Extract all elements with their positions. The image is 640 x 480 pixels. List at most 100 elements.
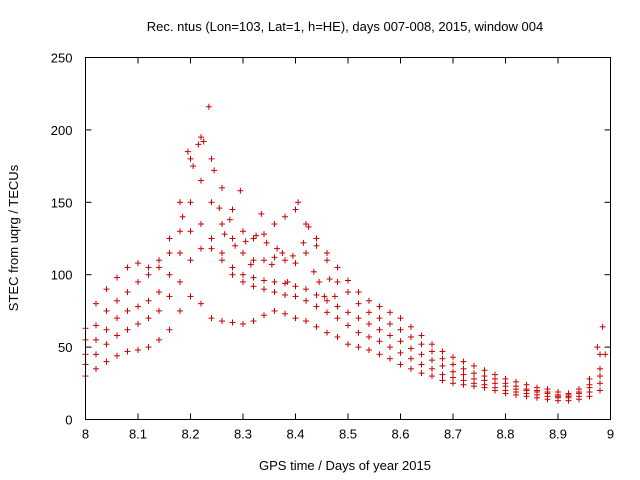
- x-tick-label: 8.2: [181, 427, 199, 442]
- data-point: [376, 315, 383, 322]
- x-tick-label: 8: [82, 427, 89, 442]
- data-point: [450, 380, 456, 387]
- data-point: [303, 249, 309, 256]
- data-point: [471, 362, 477, 369]
- data-point: [418, 341, 425, 348]
- data-point: [156, 257, 162, 264]
- data-point: [211, 167, 218, 174]
- data-point: [597, 380, 603, 387]
- data-point: [303, 221, 309, 228]
- data-point: [397, 315, 404, 322]
- data-point: [366, 346, 372, 353]
- data-point: [282, 213, 288, 220]
- data-point: [345, 277, 351, 284]
- data-point: [366, 309, 372, 316]
- data-point: [334, 278, 341, 285]
- data-point: [135, 260, 141, 267]
- data-point: [313, 323, 320, 330]
- data-point: [481, 367, 488, 374]
- data-point: [555, 388, 561, 395]
- data-point: [513, 378, 519, 385]
- data-point: [284, 278, 291, 285]
- data-point: [240, 228, 246, 235]
- x-tick-label: 8.8: [496, 427, 514, 442]
- data-point: [261, 231, 267, 238]
- data-point: [523, 381, 530, 388]
- data-point: [240, 320, 246, 327]
- data-point: [387, 355, 393, 362]
- data-point: [326, 276, 333, 283]
- data-point: [305, 223, 312, 230]
- data-point: [145, 315, 152, 322]
- data-point: [177, 278, 183, 285]
- data-point: [321, 293, 328, 300]
- data-point: [345, 309, 351, 316]
- data-point: [289, 252, 296, 259]
- data-point: [429, 357, 435, 364]
- data-point: [226, 216, 233, 223]
- data-point: [114, 352, 120, 359]
- data-point: [376, 326, 383, 333]
- axis-ticks: 8 8.1 8.2 8.3 8.4 8.5 8.6 8.7 8.8 8.9 9 0 50 100 150 20…: [51, 51, 614, 442]
- data-point: [355, 300, 362, 307]
- data-point: [187, 228, 194, 235]
- data-point: [481, 373, 488, 380]
- data-point: [439, 355, 446, 362]
- data-point: [229, 206, 236, 213]
- data-point: [103, 326, 110, 333]
- data-point: [324, 329, 330, 336]
- data-point: [366, 333, 372, 340]
- data-point: [242, 238, 249, 245]
- data-point: [208, 199, 215, 206]
- data-point: [429, 365, 435, 372]
- data-point: [310, 268, 317, 275]
- data-point: [179, 213, 186, 220]
- data-point: [166, 271, 173, 278]
- data-point: [274, 245, 281, 252]
- data-point: [93, 322, 99, 329]
- data-point: [145, 264, 152, 271]
- data-point: [216, 205, 223, 212]
- data-point: [124, 326, 131, 333]
- data-point: [439, 371, 446, 378]
- data-point: [263, 239, 270, 246]
- data-point: [439, 362, 446, 369]
- data-point: [397, 326, 404, 333]
- data-point: [250, 235, 257, 242]
- data-point: [282, 280, 288, 287]
- y-tick-label: 150: [51, 195, 73, 210]
- data-point: [114, 332, 120, 339]
- data-point: [268, 261, 275, 268]
- data-point: [156, 307, 162, 314]
- data-point: [408, 323, 414, 330]
- data-point: [450, 361, 456, 368]
- data-point: [166, 293, 173, 300]
- data-point: [313, 291, 320, 298]
- y-tick-label: 0: [65, 413, 72, 428]
- data-point: [376, 351, 383, 358]
- data-point: [103, 358, 110, 365]
- data-point: [334, 303, 341, 310]
- data-point: [198, 300, 204, 307]
- data-point: [397, 338, 404, 345]
- data-point: [229, 264, 236, 271]
- data-points: [82, 103, 609, 404]
- data-point: [439, 377, 446, 384]
- data-point: [460, 365, 467, 372]
- data-point: [450, 374, 456, 381]
- data-point: [355, 329, 362, 336]
- data-point: [586, 381, 593, 388]
- data-point: [597, 373, 603, 380]
- data-point: [397, 349, 404, 356]
- data-point: [93, 351, 99, 358]
- data-point: [93, 300, 99, 307]
- data-point: [103, 307, 110, 314]
- data-point: [313, 235, 320, 242]
- data-point: [240, 278, 246, 285]
- data-point: [408, 355, 414, 362]
- data-point: [502, 375, 509, 382]
- data-point: [316, 278, 323, 285]
- data-point: [198, 245, 204, 252]
- data-point: [408, 333, 414, 340]
